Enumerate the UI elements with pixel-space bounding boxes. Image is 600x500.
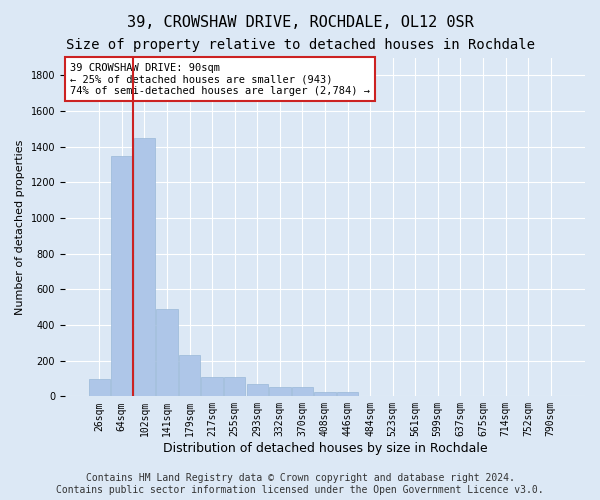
Bar [111,156,133,396]
Text: Size of property relative to detached houses in Rochdale: Size of property relative to detached ho… [65,38,535,52]
Bar [224,376,245,396]
Bar [314,392,335,396]
Bar [89,378,110,396]
Text: Contains HM Land Registry data © Crown copyright and database right 2024.
Contai: Contains HM Land Registry data © Crown c… [56,474,544,495]
Text: 39 CROWSHAW DRIVE: 90sqm
← 25% of detached houses are smaller (943)
74% of semi-: 39 CROWSHAW DRIVE: 90sqm ← 25% of detach… [70,62,370,96]
Bar [247,384,268,396]
X-axis label: Distribution of detached houses by size in Rochdale: Distribution of detached houses by size … [163,442,487,455]
Bar [337,392,358,396]
Bar [292,386,313,396]
Bar [134,138,155,396]
Text: 39, CROWSHAW DRIVE, ROCHDALE, OL12 0SR: 39, CROWSHAW DRIVE, ROCHDALE, OL12 0SR [127,15,473,30]
Bar [269,386,290,396]
Bar [156,309,178,396]
Y-axis label: Number of detached properties: Number of detached properties [15,139,25,314]
Bar [179,356,200,397]
Bar [202,376,223,396]
